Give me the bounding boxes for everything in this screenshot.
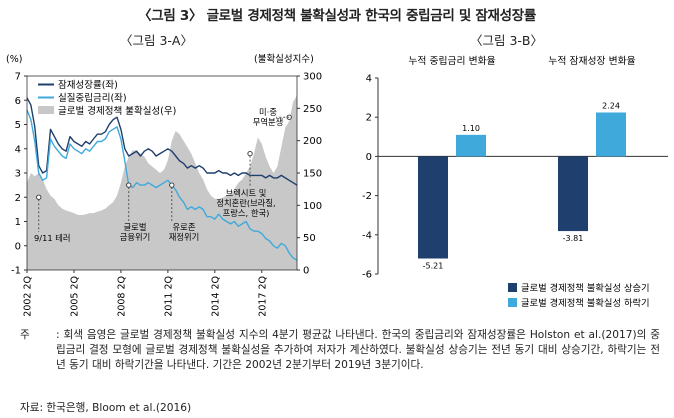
y-left-tick-label: 5 bbox=[15, 120, 21, 131]
y-right-tick-label: 300 bbox=[303, 72, 322, 83]
neutral-rate-line bbox=[26, 109, 298, 261]
x-tick-label: 2017 2Q bbox=[257, 276, 268, 317]
y-right-tick-label: 150 bbox=[303, 169, 322, 180]
uncertainty-area bbox=[27, 95, 297, 271]
panel-b-subtitle: 〈그림 3-B〉 bbox=[470, 33, 544, 48]
legend-label: 잠재성장률(좌) bbox=[58, 80, 118, 91]
y-right-tick-label: 50 bbox=[303, 233, 316, 244]
y-left-tick-label: 7 bbox=[15, 72, 21, 83]
y-left-tick-label: 0 bbox=[15, 241, 21, 252]
legend-area-swatch bbox=[38, 106, 54, 114]
note-label: 주 bbox=[20, 329, 30, 341]
annotation-label: 글로벌 bbox=[124, 222, 147, 232]
annotation-label: 유로존 bbox=[173, 222, 196, 232]
y-left-tick-label: 1 bbox=[15, 217, 21, 228]
figure-source: 자료: 한국은행, Bloom et al.(2016) bbox=[20, 402, 192, 414]
legend-label: 글로벌 경제정책 불확실성(우) bbox=[58, 105, 176, 117]
x-tick-label: 2014 2Q bbox=[210, 276, 221, 317]
note-text: : 회색 음영은 글로벌 경제정책 불확실성 지수의 4분기 평균값 나타낸다.… bbox=[56, 329, 660, 372]
y-left-unit: (%) bbox=[6, 54, 22, 65]
x-tick-label: 2008 2Q bbox=[116, 276, 127, 317]
x-tick-label: 2005 2Q bbox=[69, 276, 80, 317]
annotation-label: 무역분쟁 bbox=[253, 117, 284, 127]
annotation-label: 프랑스, 한국) bbox=[223, 208, 270, 218]
y-left-tick-label: 3 bbox=[15, 169, 21, 180]
y-left-tick-label: 2 bbox=[15, 193, 21, 204]
annotation-marker bbox=[169, 182, 175, 188]
annotation-label: 금융위기 bbox=[120, 232, 151, 242]
y-right-tick-label: 0 bbox=[303, 266, 309, 277]
y-right-tick-label: 100 bbox=[303, 201, 322, 212]
y-left-tick-label: -1 bbox=[11, 266, 21, 277]
x-tick-label: 2011 2Q bbox=[163, 276, 174, 317]
annotation-marker bbox=[247, 150, 253, 157]
legend-label: 실질중립금리(좌) bbox=[58, 92, 127, 104]
annotation-label: 9/11 테러 bbox=[34, 233, 71, 243]
y-left-tick-label: 4 bbox=[15, 144, 21, 155]
annotation-label: 브렉시트 및 bbox=[226, 188, 267, 198]
figure-note: 주 : 회색 음영은 글로벌 경제정책 불확실성 지수의 4분기 평균값 나타낸… bbox=[20, 328, 660, 374]
potential-growth-line bbox=[26, 97, 298, 186]
y-right-tick-label: 200 bbox=[303, 136, 322, 147]
figure-title: 〈그림 3〉 글로벌 경제정책 불확실성과 한국의 중립금리 및 잠재성장률 bbox=[138, 8, 536, 24]
y-right-unit: (불확실성지수) bbox=[254, 53, 314, 65]
y-right-tick-label: 250 bbox=[303, 104, 322, 115]
annotation-marker bbox=[36, 194, 42, 200]
annotation-marker bbox=[126, 182, 132, 188]
annotation-label: 미·중 bbox=[259, 107, 277, 117]
annotation-label: 재정위기 bbox=[169, 232, 200, 242]
annotation-label: 정치혼란(브라질, bbox=[216, 198, 275, 208]
y-left-tick-label: 6 bbox=[15, 96, 21, 107]
panel-a-subtitle: 〈그림 3-A〉 bbox=[120, 33, 193, 48]
x-tick-label: 2002 2Q bbox=[23, 276, 34, 317]
